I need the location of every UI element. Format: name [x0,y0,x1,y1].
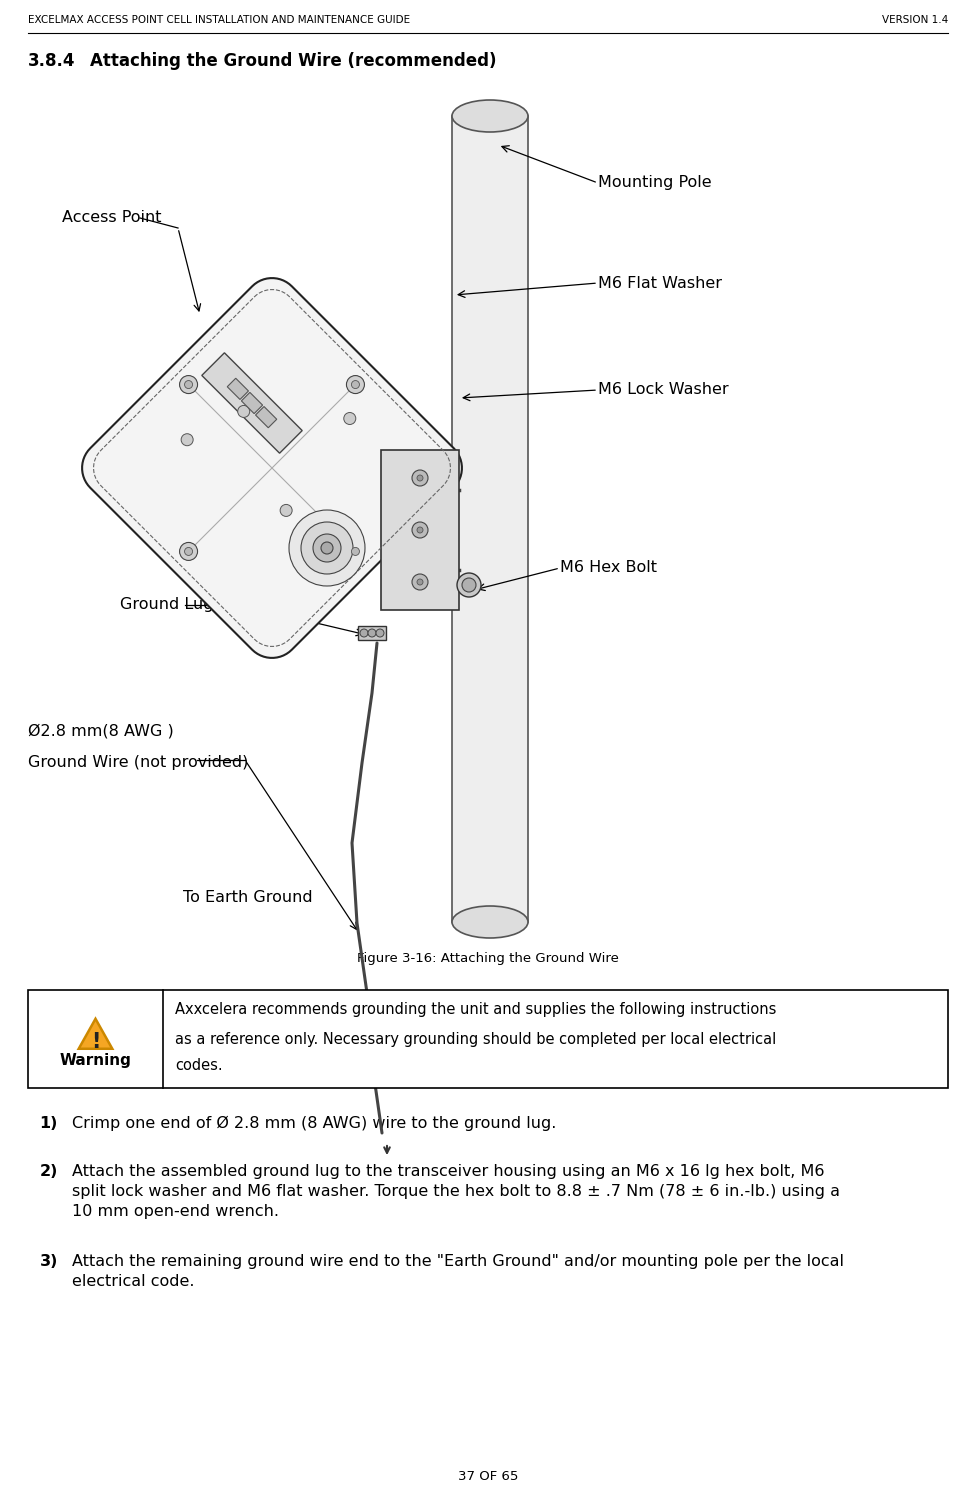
Circle shape [412,470,428,487]
Circle shape [351,547,359,556]
Circle shape [376,629,384,637]
Text: 3.8.4: 3.8.4 [28,53,75,71]
Polygon shape [256,407,277,428]
Text: Figure 3-16: Attaching the Ground Wire: Figure 3-16: Attaching the Ground Wire [357,952,619,964]
Circle shape [180,542,197,560]
Text: Axxcelera recommends grounding the unit and supplies the following instructions: Axxcelera recommends grounding the unit … [175,1002,776,1017]
Text: Attaching the Ground Wire (recommended): Attaching the Ground Wire (recommended) [90,53,497,71]
Text: codes.: codes. [175,1057,223,1072]
Bar [28,990,948,1087]
Circle shape [238,406,250,418]
Text: Ground Lug: Ground Lug [120,598,214,613]
Text: Mounting Pole: Mounting Pole [598,176,712,191]
Text: electrical code.: electrical code. [72,1274,194,1289]
Circle shape [351,380,359,389]
Polygon shape [227,379,249,400]
Circle shape [417,578,423,584]
Text: Crimp one end of Ø 2.8 mm (8 AWG) wire to the ground lug.: Crimp one end of Ø 2.8 mm (8 AWG) wire t… [72,1116,556,1131]
Circle shape [184,547,192,556]
Text: M6 Flat Washer: M6 Flat Washer [598,275,722,290]
Text: M6 Hex Bolt: M6 Hex Bolt [560,560,657,575]
Polygon shape [202,353,303,454]
Circle shape [180,376,197,394]
Polygon shape [241,392,263,413]
Text: 1): 1) [40,1116,58,1131]
Text: Attach the remaining ground wire end to the "Earth Ground" and/or mounting pole : Attach the remaining ground wire end to … [72,1254,844,1269]
Circle shape [280,505,292,517]
Circle shape [346,542,364,560]
Text: Access Point: Access Point [62,210,161,225]
Circle shape [368,629,376,637]
Text: To Earth Ground: To Earth Ground [183,891,313,906]
Circle shape [289,511,365,586]
Circle shape [346,376,364,394]
Circle shape [462,578,476,592]
Circle shape [417,475,423,481]
Text: Attach the assembled ground lug to the transceiver housing using an M6 x 16 lg h: Attach the assembled ground lug to the t… [72,1164,825,1179]
Circle shape [182,434,193,446]
Bar [452,116,528,922]
Text: 3): 3) [40,1254,58,1269]
Text: Ø2.8 mm(8 AWG ): Ø2.8 mm(8 AWG ) [28,722,174,737]
Text: 37 OF 65: 37 OF 65 [458,1470,518,1484]
Polygon shape [79,1018,112,1048]
Bar [381,451,459,610]
Polygon shape [358,626,386,640]
Ellipse shape [452,906,528,939]
Circle shape [417,527,423,533]
Text: as a reference only. Necessary grounding should be completed per local electrica: as a reference only. Necessary grounding… [175,1032,776,1047]
Circle shape [344,413,356,425]
Circle shape [321,542,333,554]
Circle shape [457,572,481,596]
Text: !: ! [91,1032,101,1051]
Text: Warning: Warning [60,1053,132,1068]
Text: VERSION 1.4: VERSION 1.4 [881,15,948,26]
Ellipse shape [452,101,528,132]
Text: EXCELMAX ACCESS POINT CELL INSTALLATION AND MAINTENANCE GUIDE: EXCELMAX ACCESS POINT CELL INSTALLATION … [28,15,410,26]
Circle shape [313,535,341,562]
Text: 10 mm open-end wrench.: 10 mm open-end wrench. [72,1205,279,1220]
Polygon shape [82,278,462,658]
Circle shape [412,523,428,538]
Circle shape [360,629,368,637]
Circle shape [301,523,353,574]
Circle shape [412,574,428,590]
Circle shape [184,380,192,389]
Text: 2): 2) [40,1164,58,1179]
Text: M6 Lock Washer: M6 Lock Washer [598,383,729,398]
Text: Ground Wire (not provided): Ground Wire (not provided) [28,756,248,771]
Text: split lock washer and M6 flat washer. Torque the hex bolt to 8.8 ± .7 Nm (78 ± 6: split lock washer and M6 flat washer. To… [72,1184,840,1199]
